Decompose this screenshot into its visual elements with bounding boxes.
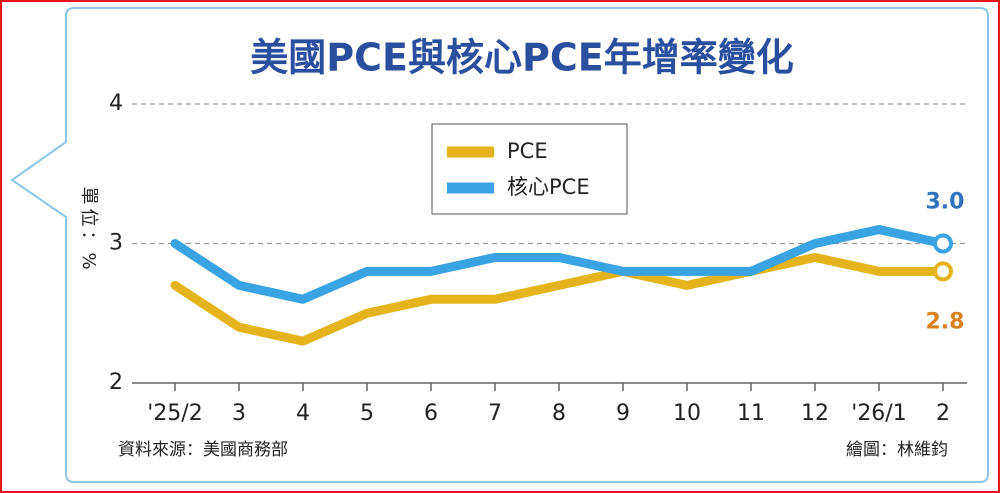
y-axis-label: 單位：%: [78, 186, 99, 273]
legend-box: [431, 123, 628, 215]
series-line: [170, 225, 948, 304]
x-tick-label: 11: [737, 401, 765, 426]
y-tick-label: 2: [109, 370, 123, 395]
callout-box: [10, 7, 989, 483]
legend-label: 核心PCE: [507, 175, 590, 199]
x-tick-label: 9: [616, 401, 630, 426]
credit: 繪圖：林維鈞: [846, 440, 948, 460]
x-tick-label: 6: [424, 401, 438, 426]
end-marker: [933, 261, 953, 282]
y-tick-label: 4: [109, 91, 123, 116]
end-marker: [933, 233, 953, 254]
source: 資料來源：美國商務部: [118, 440, 288, 460]
x-tick-label: 5: [360, 401, 374, 426]
x-tick-label: '25/2: [147, 401, 202, 426]
value-label: 3.0: [926, 190, 965, 215]
x-tick-label: 4: [296, 401, 310, 426]
x-tick-label: 8: [552, 401, 566, 426]
value-label: 2.8: [926, 309, 965, 334]
x-tick-label: 12: [801, 401, 829, 426]
x-tick-label: 10: [673, 401, 701, 426]
y-tick-label: 3: [109, 231, 123, 256]
legend-label: PCE: [507, 139, 548, 163]
x-tick-label: '26/1: [851, 401, 906, 426]
x-tick-label: 2: [936, 401, 950, 426]
x-tick-label: 7: [488, 401, 502, 426]
series-line: [170, 252, 948, 346]
x-tick-label: 3: [232, 401, 246, 426]
chart-title: 美國PCE與核心PCE年增率變化: [250, 36, 793, 80]
